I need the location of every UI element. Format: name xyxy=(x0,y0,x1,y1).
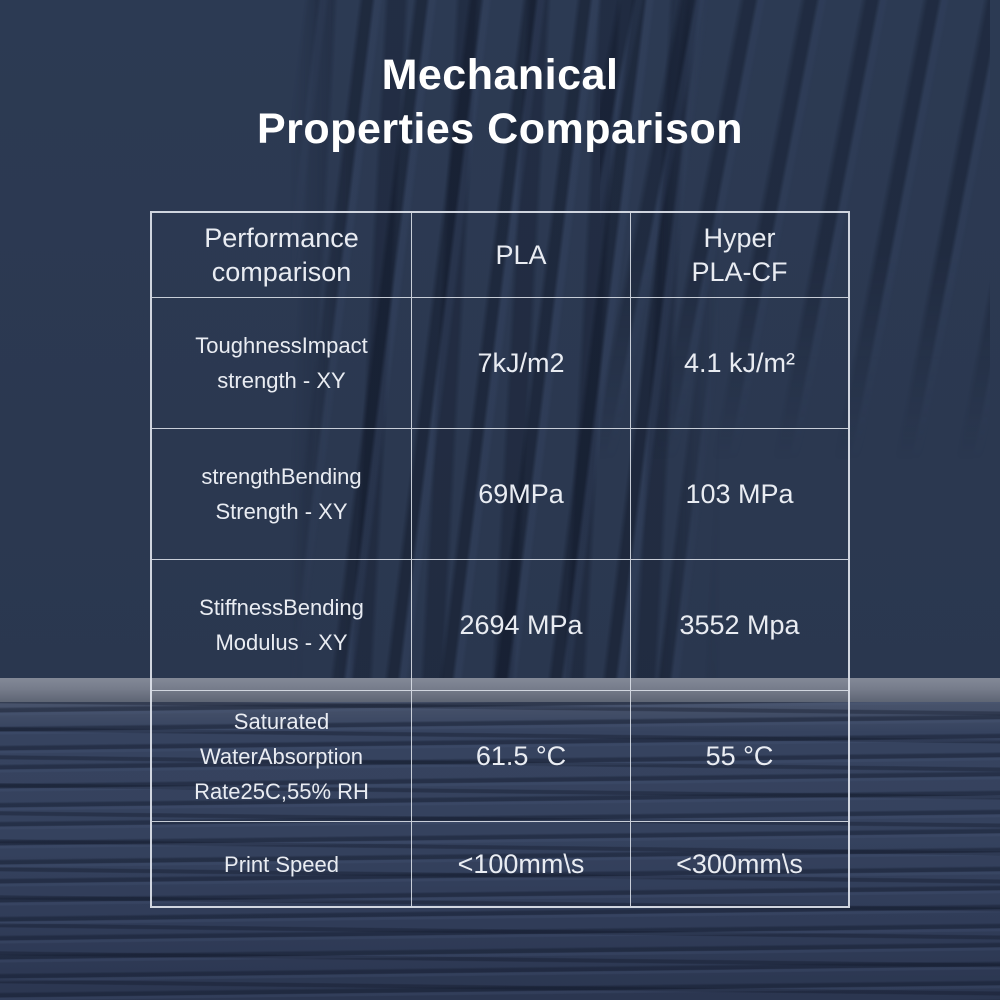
row-bending-strength-label: strengthBending Strength - XY xyxy=(152,429,412,560)
header-hyper-pla-cf: Hyper PLA-CF xyxy=(631,213,848,298)
row-bending-strength-hyper-value: 103 MPa xyxy=(631,429,848,560)
background-fabric-top xyxy=(0,0,1000,702)
row-print-speed-pla-value: <100mm\s xyxy=(412,822,631,906)
header-performance-comparison: Performance comparison xyxy=(152,213,412,298)
row-bending-modulus-hyper-value: 3552 Mpa xyxy=(631,560,848,691)
comparison-table: Performance comparison PLA Hyper PLA-CF … xyxy=(150,211,850,908)
row-impact-strength-pla-value: 7kJ/m2 xyxy=(412,298,631,429)
row-bending-strength-pla-value: 69MPa xyxy=(412,429,631,560)
row-water-absorption-label: Saturated WaterAbsorption Rate25C,55% RH xyxy=(152,691,412,822)
row-water-absorption-hyper-value: 55 °C xyxy=(631,691,848,822)
row-impact-strength-label: ToughnessImpact strength - XY xyxy=(152,298,412,429)
row-impact-strength-hyper-value: 4.1 kJ/m² xyxy=(631,298,848,429)
row-print-speed-label: Print Speed xyxy=(152,822,412,906)
page-title: Mechanical Properties Comparison xyxy=(257,51,743,153)
row-water-absorption-pla-value: 61.5 °C xyxy=(412,691,631,822)
filament-drape-texture xyxy=(290,0,720,678)
row-bending-modulus-pla-value: 2694 MPa xyxy=(412,560,631,691)
row-bending-modulus-label: StiffnessBending Modulus - XY xyxy=(152,560,412,691)
row-print-speed-hyper-value: <300mm\s xyxy=(676,849,803,879)
header-pla: PLA xyxy=(412,213,631,298)
filament-drape-texture-right xyxy=(600,0,990,460)
filament-coil-texture xyxy=(0,702,1000,1000)
